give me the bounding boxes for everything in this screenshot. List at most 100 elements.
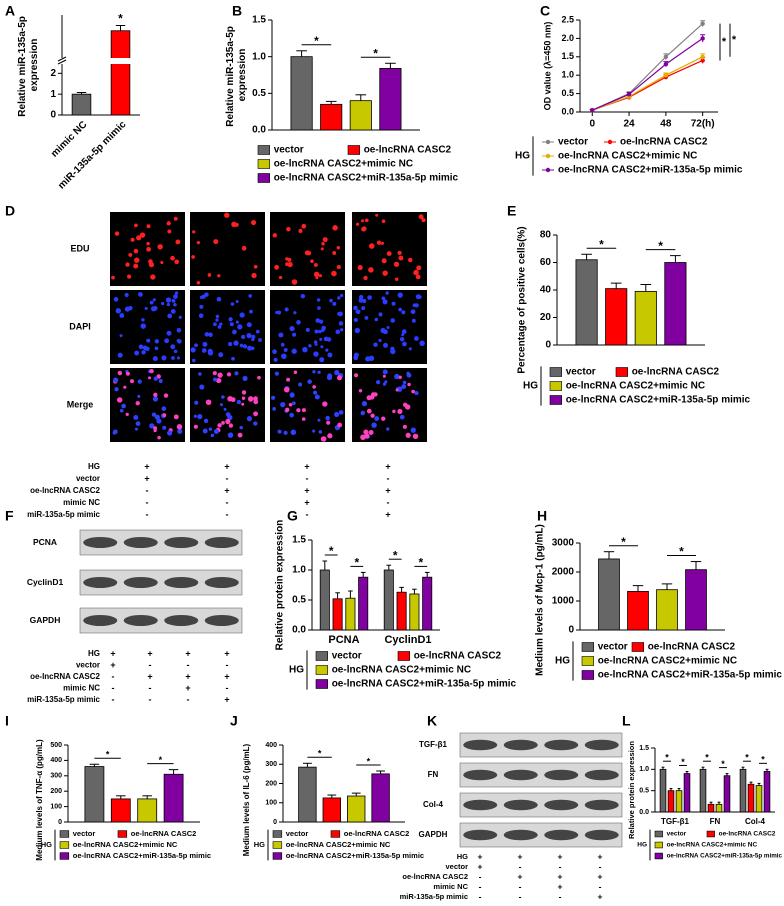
bar <box>322 797 341 823</box>
cell-nucleus <box>119 408 124 413</box>
bar <box>422 576 433 631</box>
cell-nucleus <box>321 325 326 331</box>
blot-band <box>164 577 199 588</box>
condition-label: HG <box>457 852 468 861</box>
y-axis-label: Medium levels of Mcp-1 (pg/mL) <box>535 524 546 676</box>
blot-band <box>123 537 158 548</box>
cell-nucleus <box>241 334 246 340</box>
x-tick-label: 72(h) <box>691 119 715 130</box>
cell-nucleus <box>355 222 360 226</box>
cell-nucleus <box>130 237 135 242</box>
cell-nucleus <box>228 423 234 428</box>
blot-band <box>83 577 118 588</box>
legend-swatch <box>654 841 663 849</box>
cell-nucleus <box>313 271 320 278</box>
condition-mark: - <box>306 509 309 519</box>
cell-nucleus <box>317 418 321 422</box>
cell-nucleus <box>322 237 328 243</box>
cell-nucleus <box>133 414 139 420</box>
data-point <box>663 54 669 59</box>
legend-swatch <box>545 139 551 145</box>
x-tick-label: 24 <box>624 119 636 130</box>
cell-nucleus <box>370 413 375 418</box>
legend-label: oe-lncRNA CASC2+miR-135a-5p mimic <box>73 851 211 860</box>
cell-nucleus <box>278 332 284 338</box>
cell-nucleus <box>148 261 155 268</box>
legend-label: oe-lncRNA CASC2+mimic NC <box>566 381 705 392</box>
cell-nucleus <box>399 414 405 420</box>
cell-nucleus <box>310 259 314 264</box>
cell-nucleus <box>162 425 167 430</box>
cell-nucleus <box>325 415 330 421</box>
cell-nucleus <box>160 260 164 265</box>
panel-label: C <box>540 3 550 19</box>
cell-nucleus <box>193 424 198 429</box>
condition-mark: + <box>478 851 483 861</box>
condition-mark: + <box>224 671 229 681</box>
cell-nucleus <box>247 345 253 351</box>
x-tick-label: FN <box>710 817 721 826</box>
cell-nucleus <box>241 245 247 251</box>
condition-mark: + <box>598 891 603 901</box>
blot-band <box>164 537 199 548</box>
y-tick-label: 500 <box>50 742 62 749</box>
cell-nucleus <box>401 329 407 334</box>
cell-nucleus <box>378 312 383 317</box>
significance-mark: * <box>679 545 684 559</box>
cell-nucleus <box>382 369 388 375</box>
cell-nucleus <box>111 275 115 280</box>
cell-nucleus <box>381 296 386 301</box>
cell-nucleus <box>117 370 123 376</box>
cell-nucleus <box>134 223 138 228</box>
legend-label: oe-lncRNA CASC2+mimic NC <box>558 151 697 162</box>
y-tick-label: 2000 <box>552 567 575 578</box>
cell-nucleus <box>144 306 148 310</box>
cell-nucleus <box>320 345 324 349</box>
bar <box>723 775 731 813</box>
cell-nucleus <box>336 246 341 250</box>
bar <box>409 593 420 631</box>
x-tick-label: PCNA <box>328 634 359 646</box>
cell-nucleus <box>395 388 399 392</box>
legend-label: oe-lncRNA CASC2+mimic NC <box>332 665 471 676</box>
cell-nucleus <box>411 389 415 394</box>
condition-mark: - <box>387 497 390 507</box>
cell-nucleus <box>312 429 316 433</box>
cell-nucleus <box>241 396 246 401</box>
cell-nucleus <box>382 270 388 276</box>
cell-nucleus <box>170 255 175 261</box>
data-point <box>700 58 705 63</box>
bar <box>715 803 723 813</box>
cell-nucleus <box>376 240 382 245</box>
cell-nucleus <box>296 320 301 325</box>
cell-nucleus <box>213 239 219 245</box>
cell-nucleus <box>319 337 323 341</box>
legend-swatch <box>397 651 410 661</box>
cell-nucleus <box>197 414 203 420</box>
blot-band <box>503 829 538 841</box>
legend-label: vector <box>73 829 96 838</box>
cell-nucleus <box>397 292 403 298</box>
cell-nucleus <box>364 316 369 320</box>
cell-nucleus <box>322 401 328 407</box>
legend-label: vector <box>566 367 596 378</box>
cell-nucleus <box>152 298 156 302</box>
y-tick-label: 1.0 <box>639 766 649 773</box>
bar <box>598 558 620 631</box>
y-tick-label: 1000 <box>552 596 575 607</box>
cell-nucleus <box>274 264 280 270</box>
y-tick-label: 0.5 <box>252 88 266 99</box>
bar <box>110 798 131 823</box>
cell-nucleus <box>306 251 312 256</box>
cell-nucleus <box>307 379 312 384</box>
cell-nucleus <box>128 252 133 257</box>
bar <box>349 100 372 131</box>
cell-nucleus <box>149 368 154 374</box>
cell-nucleus <box>326 374 333 381</box>
cell-nucleus <box>199 304 204 309</box>
condition-label: vector <box>76 661 100 670</box>
legend-label: vector <box>286 829 309 838</box>
cell-nucleus <box>232 329 237 335</box>
cell-nucleus <box>237 432 243 438</box>
cell-nucleus <box>190 347 196 353</box>
